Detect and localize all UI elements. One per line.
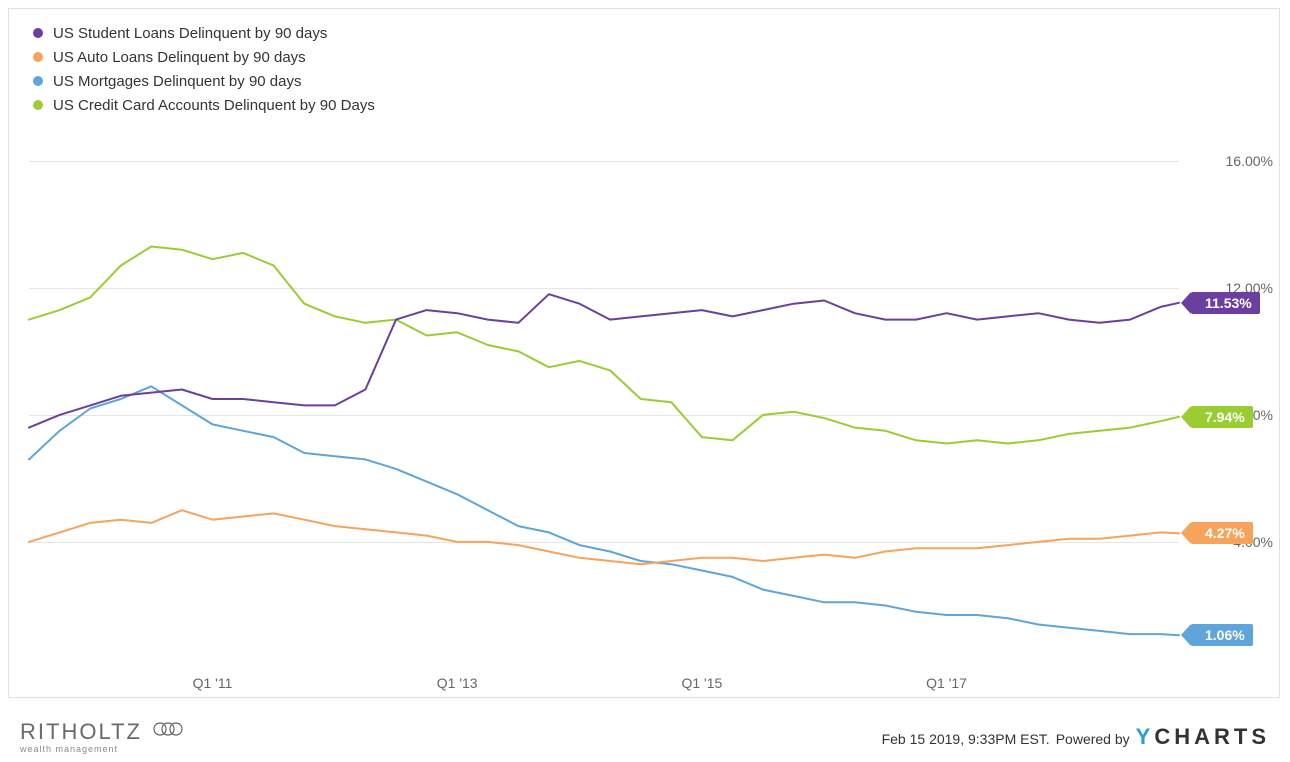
x-tick-label: Q1 '15: [681, 675, 722, 691]
x-tick-label: Q1 '17: [926, 675, 967, 691]
end-value-flag: 7.94%: [1191, 406, 1253, 428]
end-label-text: 11.53%: [1205, 295, 1252, 311]
legend-label: US Auto Loans Delinquent by 90 days: [53, 49, 306, 66]
powered-by-text: Powered by: [1056, 731, 1130, 747]
line-mortgage: [29, 386, 1179, 635]
legend-dot-icon: [33, 100, 43, 110]
legend-dot-icon: [33, 28, 43, 38]
ritholtz-icon: [150, 715, 190, 748]
ycharts-y-letter: Y: [1136, 724, 1155, 749]
chart-footer: RITHOLTZ wealth management Feb 15 2019, …: [10, 716, 1280, 756]
end-label-text: 1.06%: [1205, 627, 1245, 643]
ycharts-rest: CHARTS: [1154, 724, 1270, 749]
timestamp-text: Feb 15 2019, 9:33PM EST.: [882, 731, 1050, 747]
end-value-flag: 1.06%: [1191, 624, 1253, 646]
line-auto: [29, 510, 1179, 564]
y-tick-label: 16.00%: [1226, 153, 1273, 169]
legend-item: US Mortgages Delinquent by 90 days: [33, 69, 375, 93]
plot-area: [29, 129, 1179, 669]
x-tick-label: Q1 '13: [437, 675, 478, 691]
end-label-text: 4.27%: [1205, 525, 1245, 541]
chart-frame: US Student Loans Delinquent by 90 days US…: [8, 8, 1280, 698]
ritholtz-logo: RITHOLTZ wealth management: [20, 715, 190, 754]
end-value-flag: 4.27%: [1191, 522, 1253, 544]
legend-dot-icon: [33, 76, 43, 86]
legend-item: US Student Loans Delinquent by 90 days: [33, 21, 375, 45]
ycharts-logo: YCHARTS: [1136, 724, 1270, 750]
legend-item: US Credit Card Accounts Delinquent by 90…: [33, 93, 375, 117]
legend-label: US Student Loans Delinquent by 90 days: [53, 25, 327, 42]
legend-dot-icon: [33, 52, 43, 62]
legend-label: US Credit Card Accounts Delinquent by 90…: [53, 97, 375, 114]
legend: US Student Loans Delinquent by 90 days US…: [33, 21, 375, 117]
line-chart-svg: [29, 129, 1179, 669]
footer-right: Feb 15 2019, 9:33PM EST. Powered by YCHA…: [882, 724, 1270, 750]
legend-item: US Auto Loans Delinquent by 90 days: [33, 45, 375, 69]
x-tick-label: Q1 '11: [193, 675, 233, 691]
line-creditcard: [29, 247, 1179, 444]
ritholtz-name: RITHOLTZ: [20, 719, 142, 745]
end-value-flag: 11.53%: [1191, 292, 1260, 314]
end-label-text: 7.94%: [1205, 409, 1245, 425]
line-student: [29, 294, 1179, 427]
legend-label: US Mortgages Delinquent by 90 days: [53, 73, 301, 90]
